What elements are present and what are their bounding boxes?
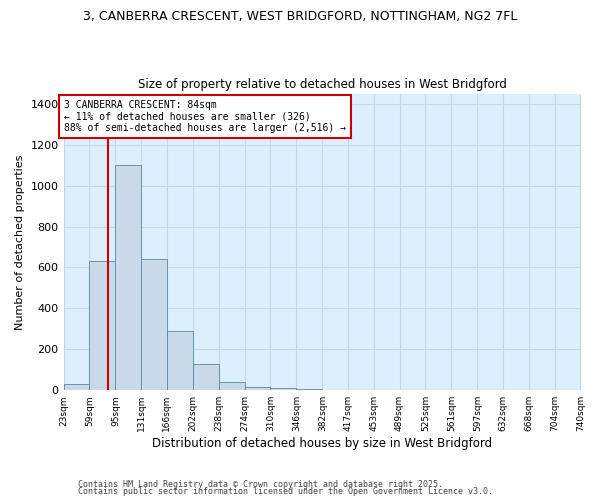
Bar [193, 364, 218, 390]
Bar [142, 260, 167, 390]
Bar [245, 387, 271, 390]
Bar [271, 388, 296, 390]
Title: Size of property relative to detached houses in West Bridgford: Size of property relative to detached ho… [137, 78, 506, 91]
Text: 3 CANBERRA CRESCENT: 84sqm
← 11% of detached houses are smaller (326)
88% of sem: 3 CANBERRA CRESCENT: 84sqm ← 11% of deta… [64, 100, 346, 133]
Bar [167, 331, 193, 390]
Bar [64, 384, 89, 390]
X-axis label: Distribution of detached houses by size in West Bridgford: Distribution of detached houses by size … [152, 437, 492, 450]
Bar [89, 262, 115, 390]
Bar [115, 165, 142, 390]
Bar [218, 382, 245, 390]
Text: Contains HM Land Registry data © Crown copyright and database right 2025.: Contains HM Land Registry data © Crown c… [78, 480, 443, 489]
Y-axis label: Number of detached properties: Number of detached properties [15, 154, 25, 330]
Text: Contains public sector information licensed under the Open Government Licence v3: Contains public sector information licen… [78, 487, 493, 496]
Bar [296, 389, 322, 390]
Text: 3, CANBERRA CRESCENT, WEST BRIDGFORD, NOTTINGHAM, NG2 7FL: 3, CANBERRA CRESCENT, WEST BRIDGFORD, NO… [83, 10, 517, 23]
